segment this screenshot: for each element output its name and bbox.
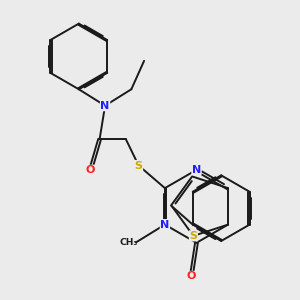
Text: S: S <box>135 160 142 170</box>
Text: CH₃: CH₃ <box>120 238 138 247</box>
Text: N: N <box>192 165 201 175</box>
Text: O: O <box>86 165 95 175</box>
Text: N: N <box>160 220 170 230</box>
Text: N: N <box>100 101 110 111</box>
Text: S: S <box>189 231 197 241</box>
Text: O: O <box>187 272 196 281</box>
